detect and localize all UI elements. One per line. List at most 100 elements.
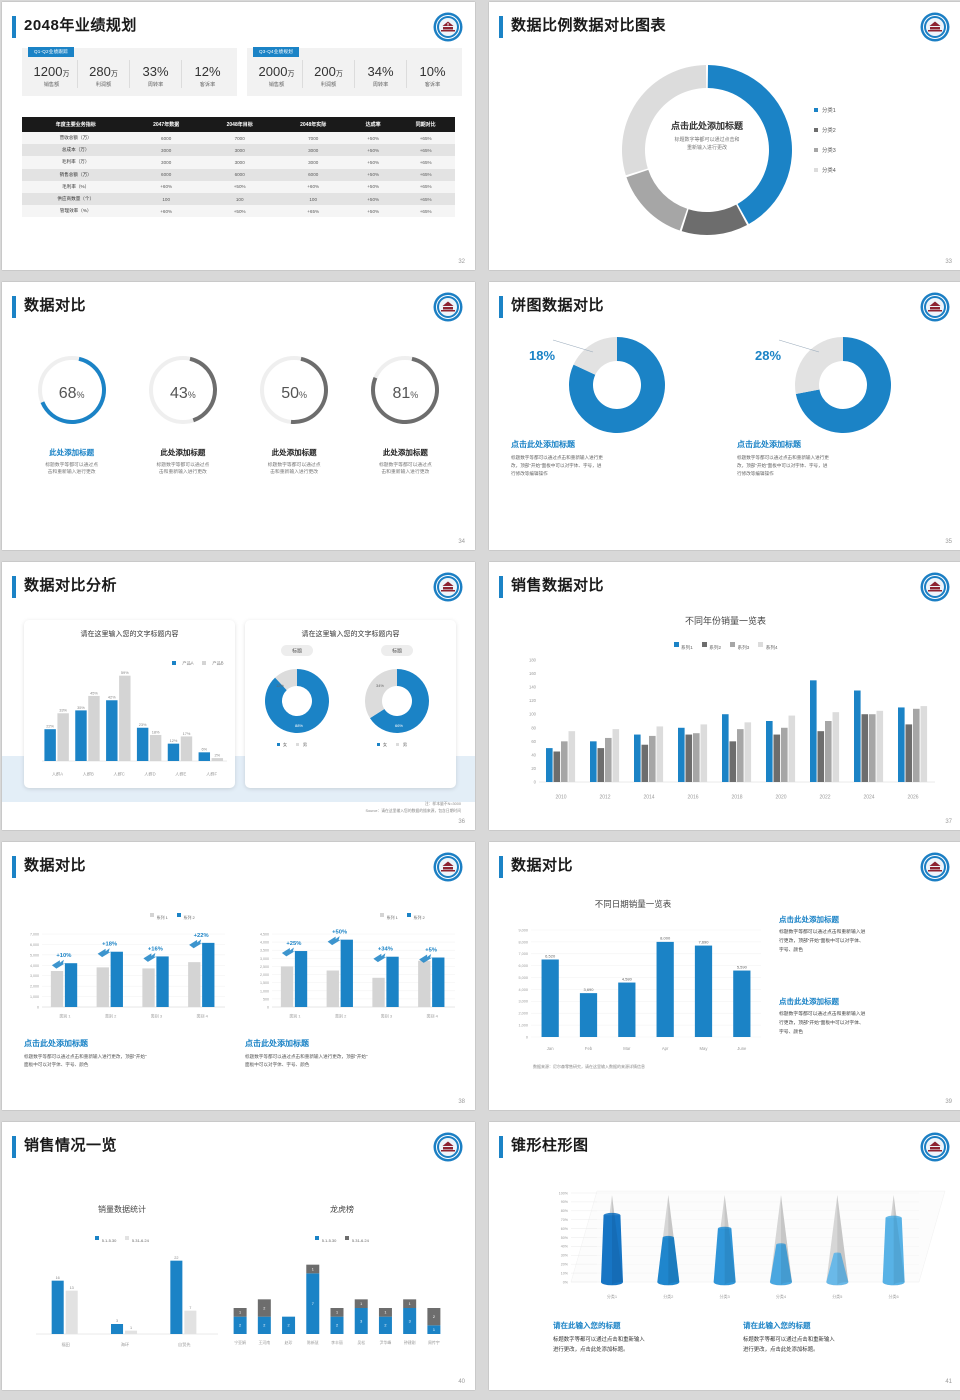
bar-chart-card: 请在这里输入您的文字标题内容 22% 33% 人群A 35% 45% 人群B 42% 59% 人… xyxy=(24,620,235,788)
kpi-item: 12% 客诉率 xyxy=(182,60,233,88)
text-block-right: 请在此输入您的标题 标题数字等都可以通过点击和重新输入 进行更改，点击此处添加标… xyxy=(743,1320,928,1355)
table-cell: +65% xyxy=(396,168,455,181)
kpi-item: 10% 客诉率 xyxy=(407,60,458,88)
svg-text:59%: 59% xyxy=(121,670,129,675)
table-cell: +50% xyxy=(202,205,277,218)
svg-text:33%: 33% xyxy=(59,708,67,713)
svg-text:10%: 10% xyxy=(561,1271,569,1275)
svg-text:2: 2 xyxy=(263,1324,265,1328)
svg-text:类别 4: 类别 4 xyxy=(426,1013,438,1019)
slide-41[interactable]: 锥形柱形图 0% 10% 20% 30% 40% 50% 60% 70% 80% 90% 100% 分… xyxy=(489,1122,960,1390)
table-row[interactable]: 毛利率（%） +60% +50% +60% +50% +65% xyxy=(22,180,455,193)
svg-text:3,690: 3,690 xyxy=(583,987,594,992)
svg-text:分类5: 分类5 xyxy=(832,1293,843,1299)
legend-item: 5.1-5.30 xyxy=(95,1229,116,1247)
table-cell: 毛利率（%） xyxy=(22,180,130,193)
svg-text:人群B: 人群B xyxy=(83,771,94,778)
slide-39[interactable]: 数据对比 不同日期销量一览表 0 1,000 2,000 3,000 4,000 5,00… xyxy=(489,842,960,1110)
gauge-ring xyxy=(148,356,217,424)
svg-text:男: 男 xyxy=(303,742,307,748)
bar-chart-39: 0 1,000 2,000 3,000 4,000 5,000 6,000 7,000 8,00… xyxy=(518,928,761,1051)
university-seal-icon xyxy=(920,1132,950,1162)
table-header-cell: 达成率 xyxy=(349,117,397,132)
title-accent-bar xyxy=(499,576,503,598)
slide-40[interactable]: 销售情况一览 销量数据统计 龙虎榜 5.1-5.30 5.31-6.24 5.1-… xyxy=(2,1122,475,1390)
donut-center-title: 点击此处添加标题 xyxy=(670,121,743,131)
kpi-item: 33% 周转率 xyxy=(130,60,182,88)
university-seal-icon xyxy=(433,1132,463,1162)
svg-text:类别 1: 类别 1 xyxy=(59,1013,71,1019)
svg-text:2,000: 2,000 xyxy=(260,973,269,977)
svg-text:40: 40 xyxy=(531,752,536,757)
svg-text:2014: 2014 xyxy=(643,795,654,801)
table-row[interactable]: 供应商数量（个） 100 100 100 +50% +65% xyxy=(22,192,455,206)
table-header-cell: 同期对比 xyxy=(396,117,455,132)
svg-text:0%: 0% xyxy=(563,1280,569,1284)
slide-34[interactable]: 数据对比 68% 此处添加标题 标题数字等都可以通过点 击和重新输入进行更改 43% 此处… xyxy=(2,282,475,550)
svg-text:1: 1 xyxy=(409,1302,411,1306)
table-row[interactable]: 管理效率（%） +60% +50% +65% +50% +65% xyxy=(22,205,455,218)
svg-text:3: 3 xyxy=(116,1319,118,1323)
slide-37[interactable]: 销售数据对比 不同年份销量一览表 系列1 系列2 系列3 系列4 0 20 40 60 80 1… xyxy=(489,562,960,830)
donut-center-label: 点击此处添加标题 标题数字等都可以通过点击和 重新输入进行更改 xyxy=(627,119,787,152)
block-title: 请在此输入您的标题 xyxy=(553,1321,621,1330)
svg-text:Jan: Jan xyxy=(547,1046,554,1051)
svg-text:17%: 17% xyxy=(183,731,191,736)
svg-text:35%: 35% xyxy=(77,705,85,710)
kpi-item: 1200万 销售额 xyxy=(26,60,78,88)
table-row[interactable]: 毛利率（万） 3000 3000 3000 +50% +65% xyxy=(22,156,455,169)
svg-text:6,000: 6,000 xyxy=(30,943,39,947)
svg-text:6,520: 6,520 xyxy=(545,953,556,958)
table-row[interactable]: 总成本（万） 3000 3000 3000 +50% +65% xyxy=(22,144,455,157)
svg-text:180: 180 xyxy=(529,658,537,663)
slide-36[interactable]: 数据对比分析 请在这里输入您的文字标题内容 22% 33% 人群A 35% 45% 人群B… xyxy=(2,562,475,830)
svg-text:+16%: +16% xyxy=(148,946,163,952)
kpi-label: 周转率 xyxy=(372,82,389,88)
svg-text:May: May xyxy=(700,1046,709,1051)
block-title: 点击此处添加标题 xyxy=(779,915,839,924)
svg-text:4,580: 4,580 xyxy=(622,976,633,981)
svg-text:8,000: 8,000 xyxy=(660,936,671,941)
grouped-bar-chart-38-left: 0 1,000 2,000 3,000 4,000 5,000 6,000 7,000 +10%… xyxy=(30,933,225,1019)
svg-text:66%: 66% xyxy=(395,723,403,728)
svg-text:人群D: 人群D xyxy=(144,771,155,778)
svg-text:+18%: +18% xyxy=(102,942,117,948)
svg-text:34%: 34% xyxy=(376,683,384,688)
university-seal-icon xyxy=(433,852,463,882)
table-cell: 供应商数量（个） xyxy=(22,192,130,206)
slide-35[interactable]: 饼图数据对比 18% 点击此处添加标题 标题数字等都可以通过点击和重新输入进行更… xyxy=(489,282,960,550)
svg-text:100%: 100% xyxy=(559,1191,569,1195)
university-seal-icon xyxy=(920,852,950,882)
slide-38[interactable]: 数据对比 系列 1 系列 2 系列 1 系列 2 0 1,000 2,000 3,000 4… xyxy=(2,842,475,1110)
svg-text:42%: 42% xyxy=(108,695,116,700)
svg-text:人群C: 人群C xyxy=(113,771,124,778)
slide-33[interactable]: 数据比例数据对比图表 点击此处添加标题 标题数字等都可以通过点击和 重新输入进行… xyxy=(489,2,960,270)
svg-text:4,000: 4,000 xyxy=(30,964,39,968)
svg-text:90%: 90% xyxy=(561,1200,569,1204)
table-row[interactable]: 销售总额（万） 6000 6000 6000 +50% +65% xyxy=(22,168,455,181)
slide-32[interactable]: 2048年业绩规划 Q1-Q2业绩跟踪 1200万 销售额 280万 利润额 3… xyxy=(2,2,475,270)
table-row[interactable]: 营收总额（万） 6000 7000 7000 +50% +65% xyxy=(22,132,455,145)
svg-text:3: 3 xyxy=(360,1319,362,1323)
svg-text:1: 1 xyxy=(130,1326,132,1330)
donut-chart-35 xyxy=(778,337,891,433)
gauge-item: 68% 此处添加标题 标题数字等都可以通过点 击和重新输入进行更改 xyxy=(16,350,127,477)
kpi-panels: Q1-Q2业绩跟踪 1200万 销售额 280万 利润额 33% 周转率 12%… xyxy=(22,47,462,96)
block-title: 点击此处添加标题 xyxy=(24,1039,88,1048)
svg-text:+10%: +10% xyxy=(56,953,71,959)
kpi-value: 33% xyxy=(142,64,169,79)
gauge-value: 50% xyxy=(281,385,308,402)
pie-desc: 标题数字等都可以通过点击和重新输入进行更 改，顶部“开始”面板中可以对字体、字号，… xyxy=(737,455,829,476)
table-cell: +65% xyxy=(396,132,455,145)
svg-text:2016: 2016 xyxy=(687,795,698,801)
svg-text:2: 2 xyxy=(239,1324,241,1328)
title-accent-bar xyxy=(499,16,503,38)
svg-text:1,000: 1,000 xyxy=(518,1024,528,1028)
gauge-value: 43% xyxy=(169,385,196,402)
legend-item: 系列 2 xyxy=(406,906,425,924)
svg-text:2: 2 xyxy=(287,1324,289,1328)
svg-text:类别 1: 类别 1 xyxy=(289,1013,301,1019)
svg-text:5,000: 5,000 xyxy=(30,953,39,957)
kpi-label: 客诉率 xyxy=(199,82,216,88)
kpi-value: 2000万 xyxy=(258,64,295,79)
